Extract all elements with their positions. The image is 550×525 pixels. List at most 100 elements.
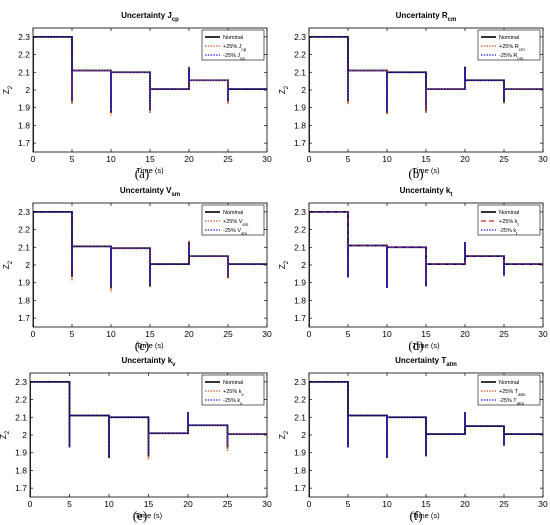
y-tick-label: 1.9 [15,448,27,458]
x-tick-label: 0 [31,154,36,164]
legend: Nominal +25% kt-25% kt [477,204,541,236]
x-tick-label: 25 [499,329,509,339]
panel-caption: (f) [410,508,423,523]
y-tick-label: 2.3 [294,377,306,387]
legend-entry-plus25: +25% Rcm [499,44,525,52]
x-tick-label: 15 [421,154,431,164]
y-tick-label: 2 [301,260,306,270]
chart-title: Uncertainty kt [400,186,453,198]
x-axis-label: Time (s) [135,511,163,520]
y-tick-label: 2.1 [294,67,306,77]
x-tick-label: 5 [346,329,351,339]
x-tick-label: 5 [70,329,75,339]
y-axis-label: Z2 [278,430,290,439]
legend-entry-nominal: Nominal [223,35,243,41]
chart-panel-d: Uncertainty kt 0 5 10 15 20 25 30 1.7 1.8 1.9 2 2.1 2… [278,186,548,350]
y-tick-label: 1.7 [18,313,30,323]
legend-entry-minus25: -25% Rcm [499,53,524,61]
y-tick-label: 2.2 [294,50,306,60]
chart-title: Uncertainty Jcp [121,11,179,23]
y-tick-label: 1.8 [18,295,30,305]
panel-caption: (a) [135,166,149,181]
chart-title: Uncertainty Rcm [396,11,457,23]
legend-entry-plus25: +25% Jcp [223,44,247,52]
x-tick-label: 5 [70,154,75,164]
legend-entry-nominal: Nominal [499,35,519,41]
x-tick-label: 20 [460,154,470,164]
legend-entry-minus25: -25% Tatm [499,398,524,406]
legend-entry-nominal: Nominal [223,380,243,386]
y-tick-label: 2 [25,260,30,270]
legend-entry-minus25: -25% Jcp [223,53,245,61]
y-tick-label: 1.7 [15,483,27,493]
y-tick-label: 1.8 [18,120,30,130]
legend-entry-nominal: Nominal [499,210,519,216]
y-axis-label: Z2 [2,85,14,94]
x-tick-label: 20 [184,154,194,164]
y-tick-label: 2.1 [294,412,306,422]
legend-entry-plus25: +25% Tatm [499,389,526,397]
y-tick-label: 2 [22,430,27,440]
legend-entry-plus25: +25% kv [223,389,245,397]
chart-panel-b: Uncertainty Rcm 0 5 10 15 20 25 30 1.7 1.8 1.9 2 2.1… [278,11,548,175]
x-tick-label: 5 [346,154,351,164]
x-tick-label: 15 [421,329,431,339]
series-line-minus25 [33,36,267,152]
chart-title: Uncertainty Vsm [120,186,180,198]
y-tick-label: 2.2 [18,225,30,235]
x-tick-label: 20 [460,499,470,509]
legend-entry-plus25: +25% kt [499,219,520,227]
y-tick-label: 1.7 [294,483,306,493]
x-tick-label: 0 [307,154,312,164]
chart-panel-c: Uncertainty Vsm 0 5 10 15 20 25 30 1.7 1.8 1.9 2 2.1… [2,186,272,350]
legend: Nominal +25% Jcp-25% Jcp [201,29,265,61]
x-tick-label: 20 [183,499,193,509]
x-axis-label: Time (s) [412,511,440,520]
legend-entry-minus25: -25% Vsm [223,228,247,236]
legend: Nominal +25% Vsm-25% Vsm [201,204,265,236]
x-tick-label: 30 [538,499,548,509]
y-tick-label: 2.1 [294,242,306,252]
x-axis-label: Time (s) [412,341,440,350]
y-tick-label: 2.2 [294,395,306,405]
panel-caption: (e) [133,508,147,523]
y-tick-label: 1.9 [294,103,306,113]
x-axis-label: Time (s) [412,166,440,175]
x-tick-label: 5 [67,499,72,509]
y-tick-label: 2.3 [18,207,30,217]
legend-entry-minus25: -25% kt [499,228,518,236]
series-line-minus25 [309,381,543,497]
y-tick-label: 2.2 [294,225,306,235]
y-tick-label: 1.8 [294,295,306,305]
y-tick-label: 1.7 [294,313,306,323]
y-tick-label: 2 [25,85,30,95]
series-line-minus25 [309,36,543,152]
x-tick-label: 0 [28,499,33,509]
x-tick-label: 30 [262,154,272,164]
x-tick-label: 10 [382,499,392,509]
y-axis-label: Z2 [278,85,290,94]
y-tick-label: 1.7 [294,138,306,148]
x-tick-label: 20 [460,329,470,339]
x-tick-label: 0 [307,499,312,509]
x-tick-label: 25 [499,499,509,509]
y-tick-label: 1.9 [18,103,30,113]
x-tick-label: 10 [382,329,392,339]
y-tick-label: 1.7 [18,138,30,148]
legend-entry-plus25: +25% Vsm [223,219,249,227]
series-line-minus25 [33,211,267,327]
x-tick-label: 30 [262,329,272,339]
y-tick-label: 2.3 [294,207,306,217]
x-tick-label: 10 [106,329,116,339]
y-tick-label: 1.9 [294,278,306,288]
x-tick-label: 10 [106,154,116,164]
chart-title: Uncertainty kv [121,356,176,368]
legend-entry-nominal: Nominal [499,380,519,386]
y-tick-label: 2 [301,85,306,95]
panel-caption: (d) [408,338,423,353]
series-line-minus25 [309,211,543,327]
x-tick-label: 5 [346,499,351,509]
x-tick-label: 25 [223,329,233,339]
y-tick-label: 1.8 [15,465,27,475]
x-tick-label: 15 [145,154,155,164]
